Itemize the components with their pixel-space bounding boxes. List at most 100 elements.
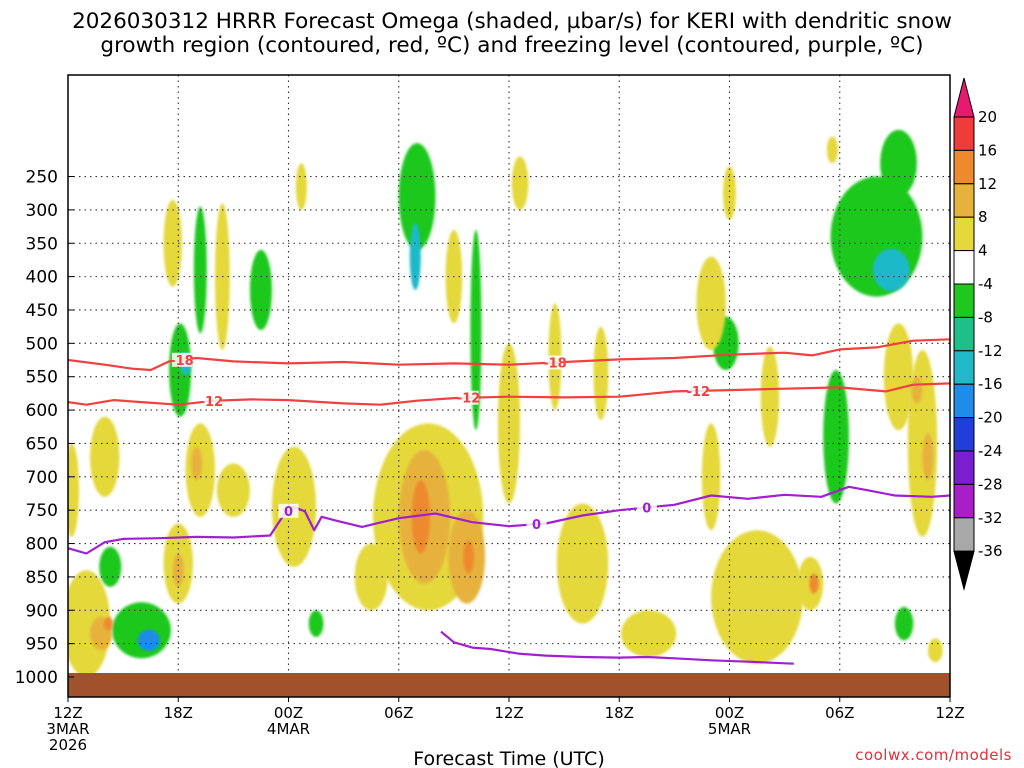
colorbar-swatch xyxy=(953,283,975,318)
colorbar-label: -28 xyxy=(978,475,1003,493)
y-tick-label: 1000 xyxy=(15,668,58,688)
omega-region-25 xyxy=(216,463,250,517)
y-tick-label: 400 xyxy=(26,268,58,288)
colorbar-label: 8 xyxy=(978,208,988,226)
dgz-minus12-label: -12 xyxy=(687,385,711,400)
omega-region-10 xyxy=(470,229,482,431)
y-tick-label: 750 xyxy=(26,501,58,521)
omega-region-18 xyxy=(68,570,111,677)
omega-region-27 xyxy=(295,163,307,210)
omega-region-37 xyxy=(701,423,721,531)
contour-lines: -18 -18 -12 -12 -12 0 0 0 xyxy=(68,338,950,665)
x-tick-label: 5MAR xyxy=(708,720,751,738)
colorbar-swatch xyxy=(953,316,975,352)
omega-region-20 xyxy=(90,416,120,497)
colorbar-label: -16 xyxy=(978,375,1003,393)
omega-region-17 xyxy=(880,129,917,197)
omega-region-13 xyxy=(872,248,910,292)
x-tick-label: 12Z xyxy=(53,704,82,722)
y-tick-label: 800 xyxy=(26,535,58,555)
colorbar-swatch xyxy=(953,350,975,385)
colorbar-swatch xyxy=(953,250,975,285)
omega-region-50 xyxy=(191,446,203,481)
dgz-minus12-label-bg xyxy=(688,383,709,398)
y-tick-label: 450 xyxy=(26,301,58,321)
omega-region-55 xyxy=(463,540,475,574)
x-tick-label: 18Z xyxy=(605,704,634,722)
credit-text: coolwx.com/models xyxy=(855,746,1012,764)
colorbar-label: -8 xyxy=(978,308,993,326)
dgz-minus18-label: -18 xyxy=(543,356,567,371)
colorbar-label: -24 xyxy=(978,442,1003,460)
omega-region-57 xyxy=(809,573,819,594)
y-tick-label: 500 xyxy=(26,334,58,354)
dgz-minus18-label-bg xyxy=(171,352,192,367)
freezing-level-label: 0 xyxy=(642,502,651,517)
dgz-minus18-label-bg xyxy=(544,355,565,370)
y-tick-label: 550 xyxy=(26,368,58,388)
colorbar-label: 4 xyxy=(978,242,988,260)
dgz-minus12-label-bg xyxy=(458,390,479,405)
colorbar-swatch xyxy=(953,216,975,252)
colorbar-bottom-arrow xyxy=(953,550,975,592)
x-tick-label: 18Z xyxy=(164,704,193,722)
y-tick-label: 700 xyxy=(26,468,58,488)
omega-region-36 xyxy=(621,610,677,657)
colorbar-label: 12 xyxy=(978,175,997,193)
colorbar-label: -12 xyxy=(978,342,1003,360)
omega-region-8 xyxy=(398,143,436,250)
freezing-level-label-bg xyxy=(278,503,299,518)
x-tick-label: 06Z xyxy=(825,704,854,722)
omega-shading xyxy=(68,129,943,677)
omega-region-31 xyxy=(497,343,521,504)
dgz-minus12-line xyxy=(68,382,950,406)
x-tick-label: 00Z xyxy=(274,704,303,722)
omega-region-52 xyxy=(922,433,934,481)
colorbar-swatch xyxy=(953,383,975,419)
omega-region-56 xyxy=(103,616,114,631)
omega-region-32 xyxy=(511,156,529,210)
omega-region-46 xyxy=(826,136,838,164)
colorbar-swatch xyxy=(953,116,975,151)
colorbar-swatch xyxy=(953,183,975,218)
x-tick-label: 3MAR xyxy=(46,720,89,738)
omega-region-3 xyxy=(99,546,122,587)
colorbar-label: 16 xyxy=(978,141,997,159)
x-tick-label: 2026 xyxy=(49,736,87,754)
colorbar-swatch xyxy=(953,517,975,552)
dgz-minus12-label: -12 xyxy=(200,395,224,410)
colorbar-swatch xyxy=(953,483,975,519)
colorbar-label: -20 xyxy=(978,409,1003,427)
omega-region-39 xyxy=(723,166,736,220)
omega-region-14 xyxy=(823,370,849,504)
colorbar-swatch xyxy=(953,450,975,485)
x-axis-label: Forecast Time (UTC) xyxy=(413,748,604,768)
omega-region-34 xyxy=(556,503,609,624)
omega-region-4 xyxy=(169,323,192,417)
y-tick-label: 950 xyxy=(26,635,58,655)
omega-region-9 xyxy=(409,223,421,290)
ground-surface xyxy=(68,673,950,697)
freezing-level-label: 0 xyxy=(532,518,541,533)
grid-lines xyxy=(68,75,950,673)
colorbar-top-arrow xyxy=(953,77,975,118)
y-tick-label: 650 xyxy=(26,434,58,454)
x-tick-label: 12Z xyxy=(494,704,523,722)
omega-region-53 xyxy=(911,376,923,404)
omega-region-40 xyxy=(711,530,803,664)
omega-region-2 xyxy=(137,629,160,651)
y-tick-label: 600 xyxy=(26,401,58,421)
colorbar-swatch xyxy=(953,417,975,452)
omega-region-19 xyxy=(68,443,80,537)
x-tick-label: 00Z xyxy=(715,704,744,722)
chart-title-line-1: 2026030312 HRRR Forecast Omega (shaded, … xyxy=(72,9,952,34)
freezing-level-label-bg xyxy=(636,500,657,515)
freezing-level-line xyxy=(68,485,950,555)
y-tick-label: 350 xyxy=(26,234,58,254)
colorbar-label: -4 xyxy=(978,275,993,293)
omega-region-6 xyxy=(193,206,207,334)
x-tick-label: 4MAR xyxy=(267,720,310,738)
y-tick-label: 850 xyxy=(26,568,58,588)
